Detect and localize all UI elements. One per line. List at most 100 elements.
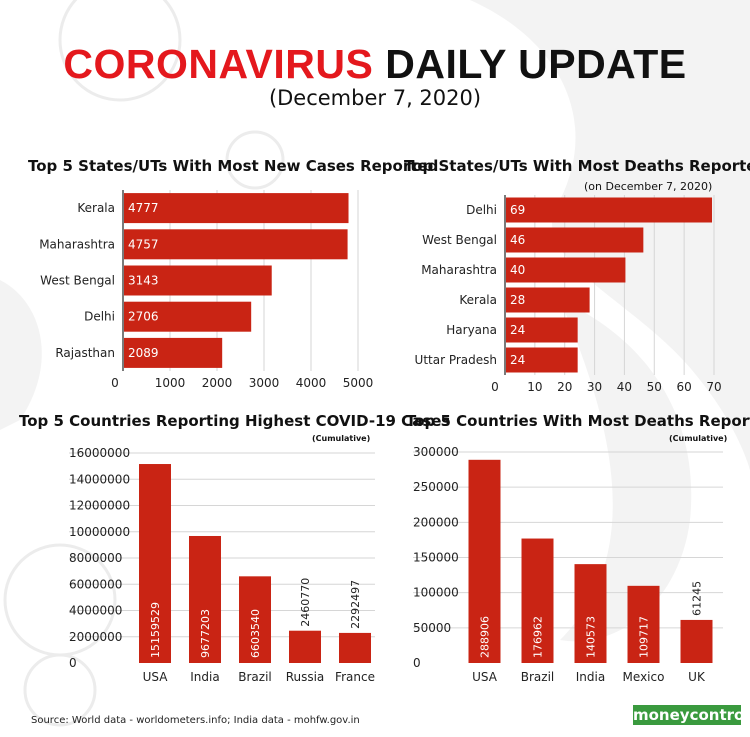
x-tick-label: 5000 xyxy=(343,376,374,390)
bar xyxy=(506,317,578,343)
category-label: India xyxy=(190,670,219,684)
x-tick-label: 3000 xyxy=(249,376,280,390)
bar xyxy=(239,576,271,663)
category-label: West Bengal xyxy=(422,233,497,247)
category-label: Uttar Pradesh xyxy=(415,353,497,367)
bar-value-label: 2292497 xyxy=(349,580,362,629)
title-red-part: CORONAVIRUS xyxy=(63,41,374,87)
states-cases-chart: 0 1000 2000 3000 4000 5000 4777 Kerala 4757 Mahar… xyxy=(39,190,374,390)
bar-value-label: 9677203 xyxy=(199,609,212,658)
bar xyxy=(139,464,171,663)
bar xyxy=(627,585,660,663)
category-label: Maharashtra xyxy=(421,263,497,277)
bar-value-label: 3143 xyxy=(128,274,159,288)
category-label: Kerala xyxy=(77,201,115,215)
bar-value-label: 40 xyxy=(510,263,525,277)
y-tick-label: 150000 xyxy=(413,551,459,565)
category-label: Delhi xyxy=(466,203,497,217)
category-label: USA xyxy=(143,670,169,684)
countries-cases-title: Top 5 Countries Reporting Highest COVID-… xyxy=(19,412,451,430)
category-label: UK xyxy=(688,670,706,684)
y-tick-label: 14000000 xyxy=(69,472,130,486)
moneycontrol-logo: moneycontrol xyxy=(633,705,750,725)
page-title: CORONAVIRUS DAILY UPDATE xyxy=(0,40,750,88)
y-tick-label: 10000000 xyxy=(69,525,130,539)
bar-value-label: 61245 xyxy=(691,581,704,616)
bar xyxy=(124,301,252,332)
x-tick-label: 1000 xyxy=(155,376,186,390)
y-tick-label: 16000000 xyxy=(69,446,130,460)
y-tick-label: 200000 xyxy=(413,515,459,529)
bar xyxy=(506,227,644,253)
bar xyxy=(506,347,578,373)
states-deaths-chart: 0 10 20 30 40 50 60 70 69 Delhi 46 West Bengal 40 Mah… xyxy=(415,195,722,394)
bar xyxy=(189,535,221,663)
countries-cases-chart: 0 2000000 4000000 6000000 8000000 10000000 120… xyxy=(69,446,375,684)
page-date: (December 7, 2020) xyxy=(268,86,482,110)
y-tick-label: 50000 xyxy=(413,621,451,635)
category-label: Kerala xyxy=(459,293,497,307)
bar xyxy=(124,265,272,296)
bar-value-label: 140573 xyxy=(585,616,598,658)
y-tick-label: 0 xyxy=(413,656,421,670)
bar-value-label: 46 xyxy=(510,233,525,247)
x-tick-label: 40 xyxy=(617,380,632,394)
x-tick-label: 0 xyxy=(111,376,119,390)
y-tick-label: 100000 xyxy=(413,586,459,600)
y-tick-label: 8000000 xyxy=(69,551,122,565)
title-black-part: DAILY UPDATE xyxy=(385,41,687,87)
bar-value-label: 176962 xyxy=(532,616,545,658)
category-label: Brazil xyxy=(521,670,555,684)
bar-value-label: 2460770 xyxy=(299,578,312,627)
countries-deaths-note: (Cumulative) xyxy=(669,434,728,443)
bar-value-label: 24 xyxy=(510,323,525,337)
bar xyxy=(506,197,713,223)
x-tick-label: 0 xyxy=(491,380,499,394)
bar-value-label: 109717 xyxy=(638,616,651,658)
category-label: Brazil xyxy=(238,670,272,684)
bar xyxy=(680,619,713,663)
bar-value-label: 6603540 xyxy=(249,609,262,658)
bar-value-label: 28 xyxy=(510,293,525,307)
bar xyxy=(521,538,554,663)
bar xyxy=(339,632,371,663)
bar xyxy=(124,193,349,224)
states-cases-title: Top 5 States/UTs With Most New Cases Rep… xyxy=(28,157,439,175)
bar-value-label: 2706 xyxy=(128,310,159,324)
category-label: Haryana xyxy=(446,323,497,337)
category-label: Maharashtra xyxy=(39,237,115,251)
category-label: Rajasthan xyxy=(55,346,115,360)
category-label: USA xyxy=(472,670,498,684)
bar xyxy=(506,257,626,283)
states-deaths-title: Top States/UTs With Most Deaths Reported xyxy=(404,157,750,175)
bar xyxy=(506,287,590,313)
source-note: Source: World data - worldometers.info; … xyxy=(31,715,360,726)
bar-value-label: 24 xyxy=(510,353,525,367)
bar-value-label: 15159529 xyxy=(149,602,162,658)
y-tick-label: 12000000 xyxy=(69,499,130,513)
y-tick-label: 2000000 xyxy=(69,630,122,644)
category-label: France xyxy=(335,670,375,684)
bar-value-label: 69 xyxy=(510,203,525,217)
y-tick-label: 6000000 xyxy=(69,577,122,591)
category-label: Mexico xyxy=(623,670,665,684)
countries-deaths-chart: 0 50000 100000 150000 200000 250000 300000 2889… xyxy=(413,445,723,684)
y-tick-label: 250000 xyxy=(413,480,459,494)
x-tick-label: 2000 xyxy=(202,376,233,390)
x-tick-label: 10 xyxy=(527,380,542,394)
y-tick-label: 4000000 xyxy=(69,604,122,618)
bar xyxy=(574,564,607,663)
countries-cases-note: (Cumulative) xyxy=(312,434,371,443)
x-tick-label: 70 xyxy=(706,380,721,394)
x-tick-label: 4000 xyxy=(296,376,327,390)
x-tick-label: 20 xyxy=(557,380,572,394)
countries-deaths-title: Top 5 Countries With Most Deaths Reporte… xyxy=(406,412,750,430)
category-label: India xyxy=(576,670,605,684)
y-tick-label: 0 xyxy=(69,656,77,670)
category-label: Russia xyxy=(286,670,325,684)
states-deaths-note: (on December 7, 2020) xyxy=(584,180,713,193)
bar xyxy=(124,229,348,260)
bar-value-label: 2089 xyxy=(128,346,159,360)
x-tick-label: 60 xyxy=(677,380,692,394)
bar xyxy=(289,630,321,663)
